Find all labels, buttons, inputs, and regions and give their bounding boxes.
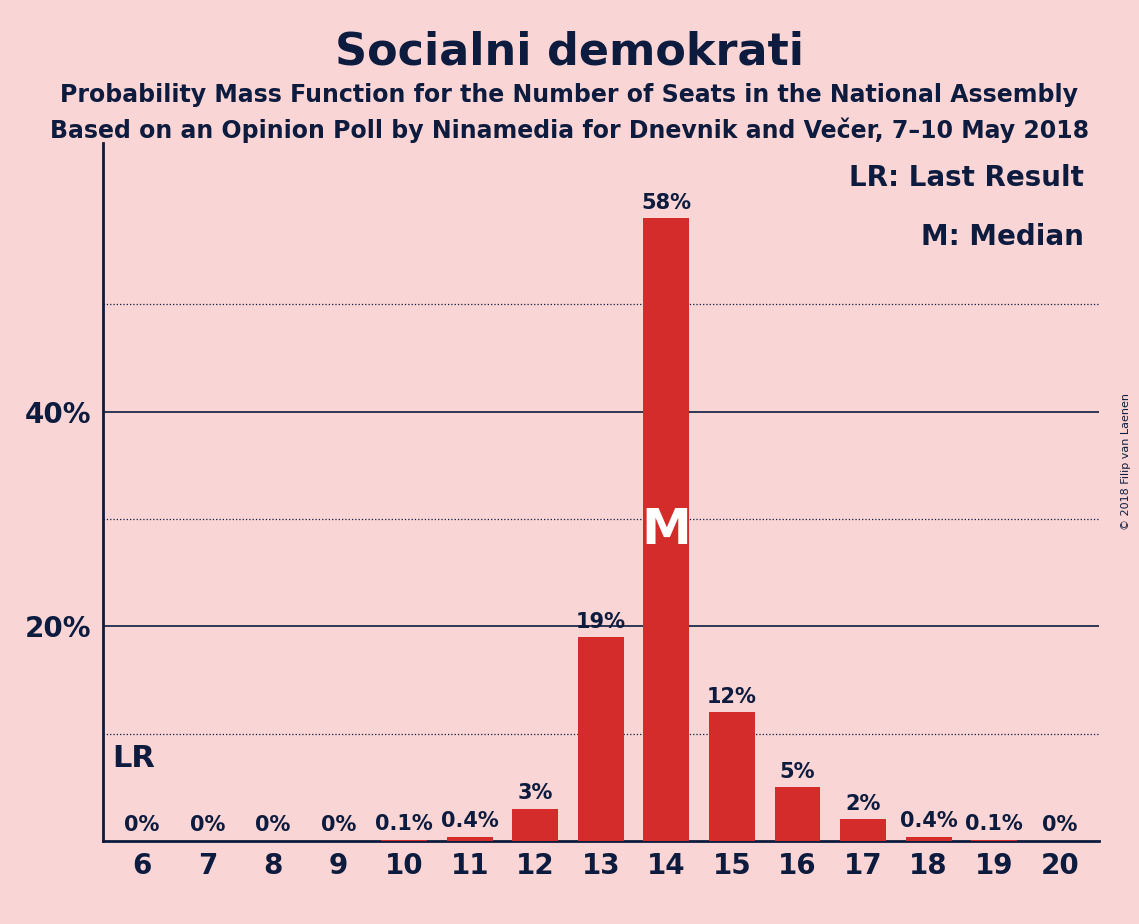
Text: 19%: 19%	[576, 612, 625, 632]
Bar	[446, 836, 493, 841]
Text: 58%: 58%	[641, 193, 691, 213]
Text: 3%: 3%	[517, 784, 552, 803]
Text: Probability Mass Function for the Number of Seats in the National Assembly: Probability Mass Function for the Number…	[60, 83, 1079, 107]
Text: 0.4%: 0.4%	[441, 811, 499, 832]
Text: 0%: 0%	[321, 816, 357, 835]
Bar	[841, 820, 886, 841]
Text: 0%: 0%	[190, 816, 226, 835]
Text: LR: Last Result: LR: Last Result	[850, 164, 1084, 192]
Text: © 2018 Filip van Laenen: © 2018 Filip van Laenen	[1121, 394, 1131, 530]
Bar	[708, 712, 755, 841]
Bar	[972, 840, 1017, 841]
Bar	[577, 637, 624, 841]
Text: 5%: 5%	[780, 761, 816, 782]
Text: Socialni demokrati: Socialni demokrati	[335, 30, 804, 74]
Text: Based on an Opinion Poll by Ninamedia for Dnevnik and Večer, 7–10 May 2018: Based on an Opinion Poll by Ninamedia fo…	[50, 117, 1089, 143]
Bar	[382, 840, 427, 841]
Bar	[906, 836, 951, 841]
Text: M: Median: M: Median	[921, 224, 1084, 251]
Text: 0%: 0%	[255, 816, 290, 835]
Text: 0.1%: 0.1%	[966, 814, 1023, 834]
Text: LR: LR	[113, 744, 155, 773]
Text: 12%: 12%	[707, 687, 757, 707]
Bar	[644, 218, 689, 841]
Bar	[775, 787, 820, 841]
Bar	[513, 808, 558, 841]
Text: M: M	[641, 505, 691, 553]
Text: 0.1%: 0.1%	[375, 814, 433, 834]
Text: 0.4%: 0.4%	[900, 811, 958, 832]
Text: 0%: 0%	[1042, 816, 1077, 835]
Text: 0%: 0%	[124, 816, 159, 835]
Text: 2%: 2%	[845, 794, 880, 814]
